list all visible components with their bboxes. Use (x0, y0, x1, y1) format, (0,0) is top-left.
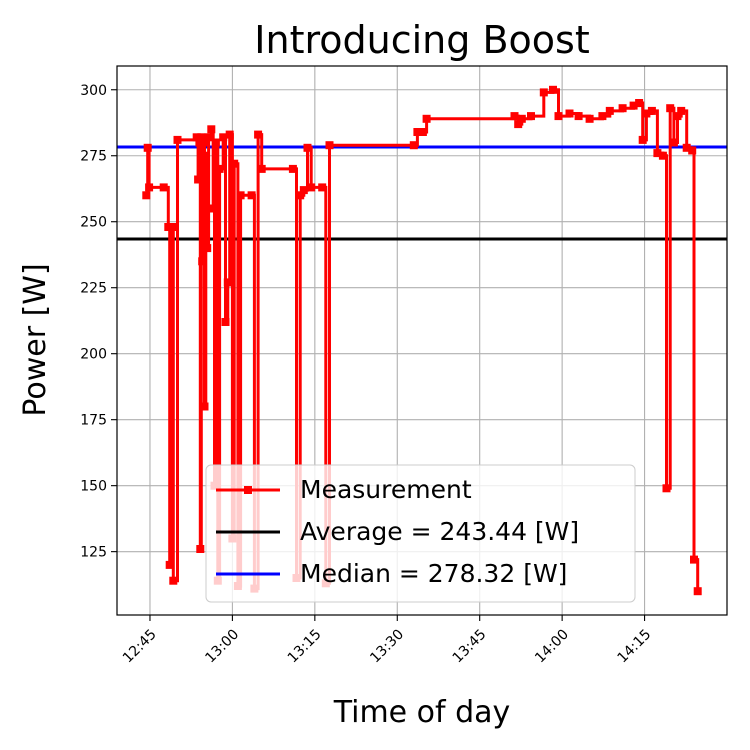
measurement-point (296, 191, 305, 200)
measurement-point (658, 151, 667, 160)
y-tick-label: 175 (80, 413, 107, 429)
measurement-point (669, 138, 678, 147)
measurement-point (688, 146, 697, 155)
y-tick-label: 150 (80, 479, 107, 495)
y-axis-label: Power [W] (18, 263, 53, 416)
measurement-point (288, 164, 297, 173)
measurement-point (638, 135, 647, 144)
measurement-point (418, 128, 427, 136)
measurement-point (662, 484, 671, 493)
plot-frame (116, 65, 728, 616)
measurement-point (635, 99, 644, 107)
measurement-point (215, 164, 224, 173)
measurement-point (254, 130, 263, 139)
measurement-point (203, 244, 212, 253)
measurement-point (247, 191, 256, 200)
legend-marker (244, 486, 252, 494)
measurement-point (325, 141, 334, 150)
legend-label: Median = 278.32 [W] (300, 559, 567, 588)
measurement-point (574, 112, 583, 121)
measurement-point (257, 164, 266, 173)
measurement-point (225, 130, 234, 139)
y-tick-label: 275 (80, 149, 107, 165)
measurement-point (197, 133, 206, 142)
measurement-point (211, 138, 220, 147)
legend-label: Average = 243.44 [W] (300, 517, 579, 546)
measurement-point (194, 175, 203, 184)
measurement-point (549, 85, 557, 94)
measurement-point (510, 112, 519, 121)
legend-box (205, 464, 636, 603)
measurement-point (517, 114, 526, 123)
measurement-point (642, 109, 651, 118)
measurement-point (647, 106, 656, 115)
measurement-point (673, 112, 682, 121)
y-tick-label: 250 (80, 215, 107, 231)
measurement-point (585, 114, 594, 123)
measurement-point (527, 112, 535, 121)
measurement-point (629, 101, 638, 110)
measurement-point (223, 278, 232, 287)
measurement-point (236, 191, 245, 200)
measurement-point (219, 133, 228, 142)
legend: Measurement Average = 243.44 [W] Median = … (205, 464, 636, 603)
measurement-point (145, 183, 154, 192)
measurement-point (201, 151, 210, 160)
measurement-point (318, 183, 327, 192)
measurement-point (693, 587, 702, 596)
measurement-point (539, 88, 548, 97)
measurement-point (230, 159, 239, 168)
measurement-point (173, 135, 182, 144)
x-axis-label: Time of day (333, 695, 511, 730)
y-tick-label: 125 (80, 545, 107, 561)
measurement-point (196, 545, 205, 553)
measurement-point (514, 120, 523, 129)
measurement-point (199, 138, 208, 147)
measurement-point (168, 223, 176, 231)
measurement-point (409, 141, 418, 150)
y-axis-ticks: 125 150 175 200 225 250 275 300 (80, 83, 117, 561)
measurement-point (677, 106, 686, 115)
measurement-point (303, 143, 312, 152)
measurement-point (142, 191, 151, 200)
measurement-point (207, 125, 216, 134)
measurement-point (653, 149, 662, 158)
measurement-point (565, 109, 574, 118)
measurement-point (682, 143, 691, 152)
measurement-point (690, 555, 698, 564)
measurement-point (165, 560, 174, 569)
measurement-point (195, 138, 204, 147)
measurement-point (209, 204, 218, 213)
y-tick-label: 200 (80, 347, 107, 363)
measurement-point (307, 183, 316, 192)
measurement-point (221, 318, 230, 326)
measurement-point (618, 104, 627, 113)
measurement-point (204, 133, 213, 142)
measurement-point (169, 576, 178, 585)
y-tick-label: 300 (80, 83, 107, 99)
measurement-point (143, 143, 152, 152)
measurement-point (598, 112, 607, 121)
measurement-point (554, 112, 563, 121)
measurement-point (192, 133, 201, 142)
measurement-point (200, 402, 209, 411)
legend-label: Measurement (300, 475, 472, 504)
chart-title: Introducing Boost (254, 18, 589, 62)
measurement-point (666, 104, 675, 113)
measurement-point (422, 114, 431, 123)
y-tick-label: 225 (80, 281, 107, 297)
measurement-point (413, 128, 422, 136)
measurement-point (299, 186, 308, 195)
measurement-point (159, 183, 168, 192)
measurement-point (605, 106, 614, 115)
measurement-point (198, 257, 207, 266)
